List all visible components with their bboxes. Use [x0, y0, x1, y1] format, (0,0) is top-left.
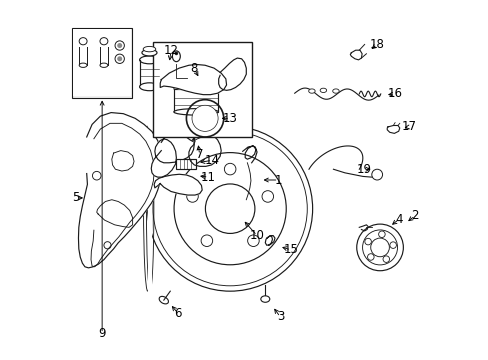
Circle shape [174, 51, 178, 55]
Ellipse shape [260, 296, 269, 302]
Text: 10: 10 [249, 229, 264, 242]
Circle shape [371, 169, 382, 180]
Ellipse shape [308, 89, 314, 93]
Text: 12: 12 [163, 44, 178, 57]
Text: 17: 17 [401, 121, 416, 134]
Text: 9: 9 [98, 327, 106, 340]
Text: 13: 13 [222, 112, 237, 125]
Ellipse shape [139, 56, 159, 64]
Polygon shape [218, 58, 246, 90]
Text: 4: 4 [394, 213, 402, 226]
Text: 3: 3 [276, 310, 284, 324]
Text: 6: 6 [174, 307, 182, 320]
Text: 8: 8 [190, 62, 198, 75]
Bar [73, 29, 131, 96]
Text: 2: 2 [410, 210, 418, 222]
Text: 18: 18 [369, 38, 384, 51]
Text: 7: 7 [196, 148, 203, 161]
Ellipse shape [174, 109, 218, 115]
Ellipse shape [174, 85, 218, 92]
Polygon shape [154, 174, 202, 195]
Ellipse shape [100, 38, 108, 45]
Circle shape [367, 254, 373, 260]
Circle shape [117, 56, 122, 61]
Polygon shape [78, 113, 163, 268]
Ellipse shape [100, 63, 108, 67]
Ellipse shape [172, 51, 180, 62]
Circle shape [378, 231, 385, 238]
Ellipse shape [159, 296, 168, 304]
Ellipse shape [79, 38, 87, 45]
Text: 5: 5 [72, 192, 80, 204]
Text: 14: 14 [204, 154, 219, 167]
Circle shape [389, 242, 396, 248]
Ellipse shape [142, 49, 157, 56]
Bar [72, 28, 132, 98]
Ellipse shape [139, 83, 159, 91]
Polygon shape [151, 129, 194, 177]
Bar [176, 159, 196, 169]
Bar [153, 42, 251, 137]
Bar [174, 89, 218, 112]
Circle shape [364, 238, 370, 245]
Ellipse shape [320, 88, 326, 93]
Circle shape [192, 105, 218, 131]
Text: 1: 1 [274, 174, 282, 186]
Ellipse shape [332, 89, 339, 93]
Circle shape [370, 238, 388, 257]
Text: 19: 19 [356, 163, 371, 176]
Polygon shape [160, 64, 226, 95]
Text: 11: 11 [201, 171, 216, 184]
Circle shape [117, 43, 122, 48]
Ellipse shape [143, 46, 155, 52]
Text: 16: 16 [387, 87, 402, 100]
Circle shape [356, 224, 403, 271]
Ellipse shape [79, 63, 87, 67]
Text: 15: 15 [283, 243, 298, 256]
Circle shape [382, 256, 389, 262]
